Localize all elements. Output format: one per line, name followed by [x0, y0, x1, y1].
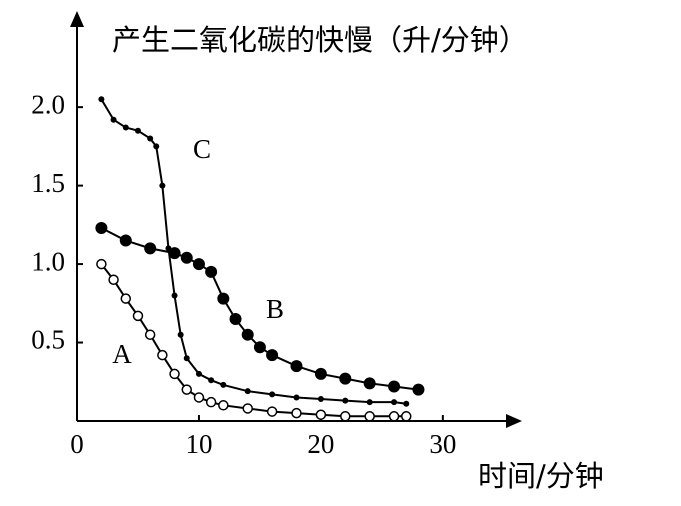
data-point: [269, 391, 276, 398]
series-label: A: [112, 339, 132, 369]
data-point: [153, 143, 160, 150]
y-axis-arrow: [70, 11, 84, 27]
data-point: [98, 96, 105, 103]
data-point: [266, 349, 279, 362]
data-point: [253, 341, 266, 354]
data-point: [229, 313, 242, 325]
y-tick-label: 2.0: [31, 89, 65, 119]
data-point: [157, 349, 168, 361]
data-point: [218, 400, 229, 411]
data-point: [403, 400, 410, 407]
x-tick-label: 10: [185, 429, 212, 459]
data-point: [293, 394, 300, 401]
data-point: [291, 407, 302, 419]
data-point: [122, 124, 129, 131]
series-line: [100, 98, 407, 405]
series-label: C: [193, 134, 211, 164]
data-point: [171, 292, 178, 299]
data-point: [363, 377, 376, 390]
y-axis-label: 产生二氧化碳的快慢（升/分钟）: [112, 23, 528, 57]
data-point: [110, 116, 117, 123]
y-tick-label: 0.5: [31, 325, 65, 355]
data-point: [242, 403, 253, 414]
data-point: [315, 409, 327, 420]
data-point: [266, 406, 278, 417]
data-point: [169, 368, 180, 380]
data-point: [192, 258, 205, 271]
data-point: [165, 245, 172, 252]
data-point: [342, 397, 349, 404]
series-label: B: [266, 294, 284, 324]
data-point: [366, 399, 373, 406]
data-point: [193, 392, 205, 403]
data-point: [144, 242, 157, 255]
data-point: [314, 367, 327, 380]
data-point: [183, 355, 190, 362]
data-point: [391, 399, 398, 406]
x-tick-label: 0: [70, 429, 84, 459]
data-point: [364, 411, 375, 422]
data-point: [388, 411, 400, 422]
y-tick-label: 1.0: [31, 246, 65, 276]
data-point: [195, 370, 202, 377]
data-point: [412, 383, 425, 396]
data-point: [208, 377, 215, 384]
data-point: [134, 127, 141, 134]
data-point: [220, 381, 227, 388]
data-point: [132, 310, 144, 322]
x-axis-label: 时间/分钟: [478, 459, 604, 493]
x-tick-label: 20: [307, 429, 334, 459]
data-point: [168, 247, 181, 260]
data-point: [120, 293, 132, 304]
data-point: [388, 380, 401, 393]
data-point: [119, 234, 132, 247]
data-point: [159, 182, 166, 189]
data-point: [290, 360, 303, 373]
y-tick-label: 1.5: [31, 168, 65, 198]
data-point: [95, 221, 108, 234]
data-point: [241, 328, 254, 341]
data-point: [339, 372, 352, 385]
data-point: [401, 411, 412, 422]
data-point: [96, 258, 107, 270]
data-point: [244, 388, 251, 395]
data-point: [205, 265, 218, 278]
x-axis-arrow: [506, 414, 522, 428]
data-point: [147, 135, 154, 142]
data-point: [340, 411, 351, 422]
data-point: [217, 292, 230, 305]
data-point: [180, 251, 193, 264]
data-point: [108, 274, 119, 286]
data-point: [317, 396, 324, 403]
x-tick-label: 30: [429, 429, 456, 459]
data-point: [205, 396, 217, 408]
data-point: [177, 331, 184, 338]
data-point: [144, 329, 156, 340]
data-point: [181, 384, 192, 395]
